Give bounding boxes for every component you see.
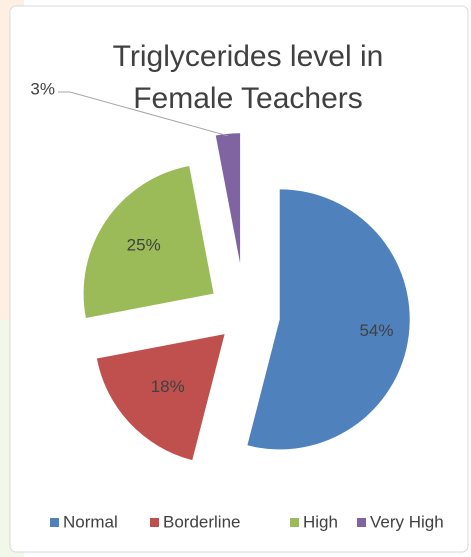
legend-label: Normal — [63, 512, 118, 531]
pie-slice — [247, 189, 410, 450]
pie-slice — [96, 334, 225, 461]
pie-slice — [215, 133, 241, 264]
legend-swatch — [150, 518, 159, 527]
legend-label: Very High — [370, 512, 444, 531]
legend-swatch — [357, 518, 366, 527]
pie-slice — [83, 165, 214, 319]
data-label: 18% — [151, 377, 185, 396]
legend-label: Borderline — [163, 512, 241, 531]
data-label: 3% — [30, 79, 55, 98]
legend-swatch — [290, 518, 299, 527]
legend-label: High — [303, 512, 338, 531]
chart-title: Triglycerides level in Female Teachers — [112, 40, 384, 115]
data-label: 54% — [359, 321, 393, 340]
leader-line — [58, 91, 229, 137]
data-label: 25% — [127, 236, 161, 255]
legend-swatch — [50, 518, 59, 527]
